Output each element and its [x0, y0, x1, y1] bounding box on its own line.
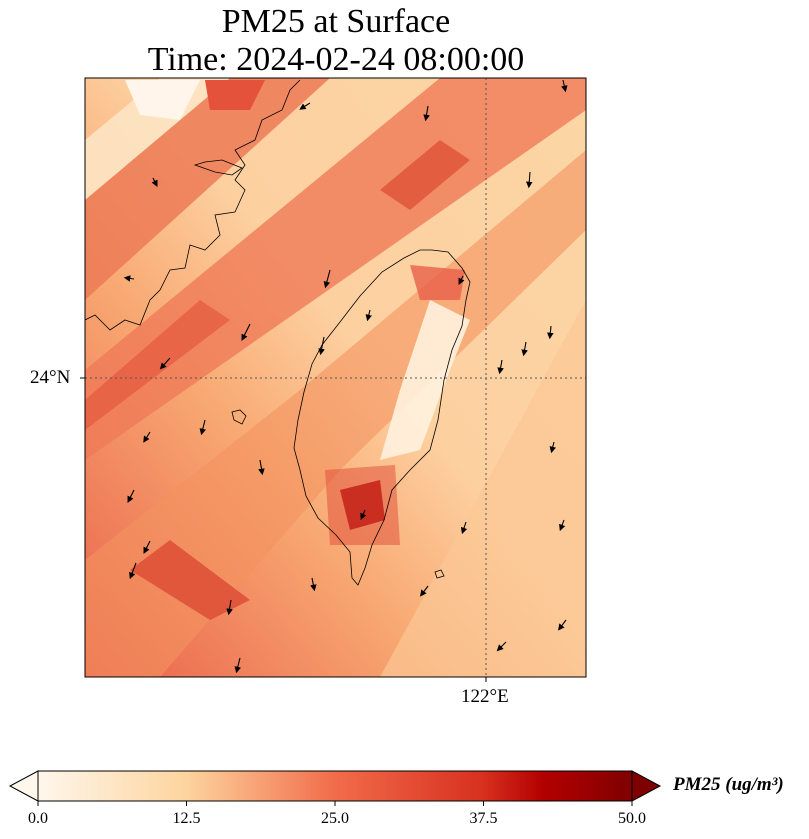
clean-air-central-taiwan	[380, 300, 470, 460]
map-timestamp: Time: 2024-02-24 08:00:00	[147, 41, 525, 78]
lat-tick-label: 24°N	[30, 367, 71, 388]
northern-taiwan-high	[410, 265, 465, 300]
colorbar	[8, 770, 662, 806]
high-band-northwest	[85, 78, 330, 300]
top-red	[205, 80, 265, 110]
colorbar-tick-label: 37.5	[469, 810, 498, 827]
lanyu-island	[434, 569, 445, 579]
colorbar-tick-label: 25.0	[321, 810, 349, 827]
penghu-islands	[231, 409, 247, 425]
colorbar-tick-label: 12.5	[172, 810, 201, 827]
core-band-north	[380, 140, 470, 210]
gridlines	[85, 78, 586, 677]
core-band-strait	[85, 300, 230, 430]
colorbar-label: PM25 (ug/m³)	[673, 774, 784, 795]
colorbar-tick-label: 0.0	[28, 810, 48, 827]
east-moderate	[380, 300, 586, 677]
colorbar-tick-label: 50.0	[618, 810, 646, 827]
pm25-raster	[85, 78, 586, 677]
colorbar-body	[38, 771, 632, 801]
taiwan-coastline	[293, 249, 471, 586]
map-title: PM25 at Surface	[221, 3, 451, 40]
china-coastline	[85, 79, 301, 331]
china-coastline-2	[193, 159, 243, 176]
clean-band-northwest	[85, 78, 230, 200]
colorbar-extend-min	[8, 770, 39, 802]
coastlines	[85, 79, 471, 586]
wind-vectors	[123, 79, 568, 674]
colorbar-extend-max	[631, 770, 662, 802]
high-band-strait	[85, 78, 586, 460]
hotspot-southwest-halo	[325, 465, 400, 545]
core-band-south	[130, 540, 250, 620]
top-left-clean	[125, 80, 200, 120]
lon-tick-label: 122°E	[461, 686, 509, 707]
